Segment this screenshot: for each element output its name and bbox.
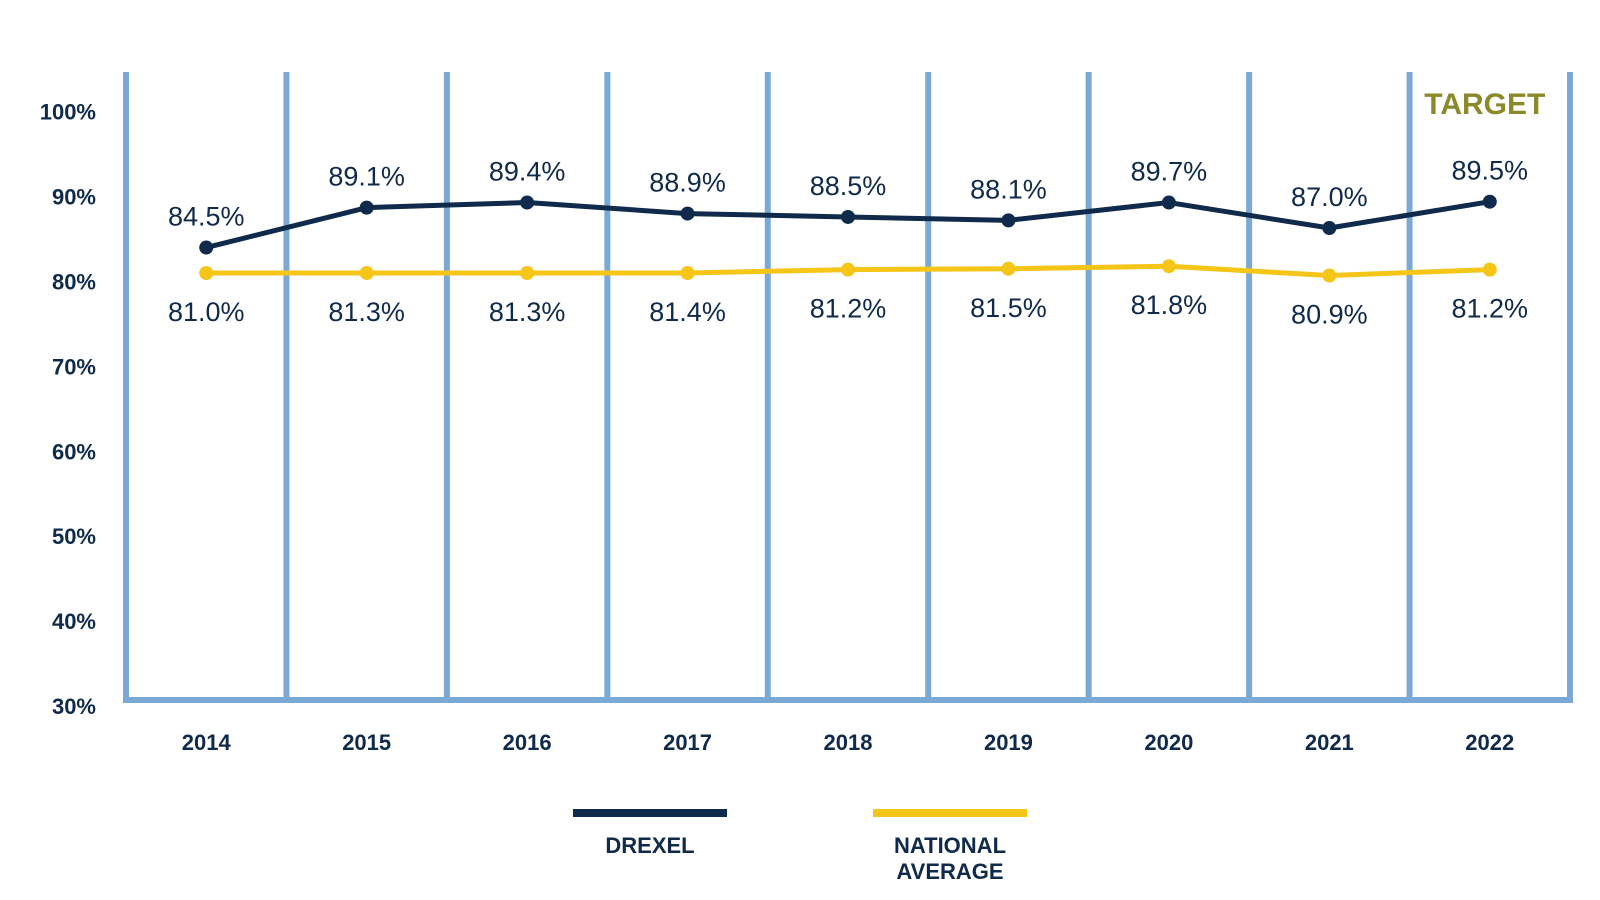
data-label: 80.9% xyxy=(1291,300,1368,330)
y-tick-label: 50% xyxy=(52,524,96,549)
legend-label: NATIONAL xyxy=(894,833,1006,858)
data-point xyxy=(520,195,535,210)
data-label: 87.0% xyxy=(1291,182,1368,212)
y-tick-label: 100% xyxy=(40,100,96,125)
target-annotation: TARGET xyxy=(1424,88,1545,121)
data-point xyxy=(1001,261,1016,276)
data-label: 89.7% xyxy=(1131,157,1208,187)
data-label: 81.2% xyxy=(1451,294,1528,324)
data-label: 81.0% xyxy=(168,297,245,327)
data-label: 81.3% xyxy=(328,297,405,327)
legend-label: DREXEL xyxy=(605,833,694,858)
data-point xyxy=(520,266,535,281)
x-tick-label: 2016 xyxy=(503,730,552,755)
data-label: 88.5% xyxy=(810,171,887,201)
data-point xyxy=(680,206,695,221)
data-point xyxy=(1161,259,1176,274)
data-label: 89.1% xyxy=(328,162,405,192)
data-label: 81.5% xyxy=(970,293,1047,323)
data-point xyxy=(680,266,695,281)
x-tick-label: 2022 xyxy=(1465,730,1514,755)
data-label: 89.4% xyxy=(489,157,566,187)
x-tick-label: 2014 xyxy=(182,730,232,755)
y-tick-label: 90% xyxy=(52,185,96,210)
legend-label: AVERAGE xyxy=(896,859,1003,884)
y-tick-label: 70% xyxy=(52,354,96,379)
data-point xyxy=(199,266,214,281)
data-point xyxy=(199,240,214,255)
x-tick-label: 2015 xyxy=(342,730,391,755)
x-tick-label: 2019 xyxy=(984,730,1033,755)
data-point xyxy=(359,200,374,215)
y-tick-label: 80% xyxy=(52,270,96,295)
data-label: 88.9% xyxy=(649,168,726,198)
data-point xyxy=(1322,268,1337,283)
data-label: 84.5% xyxy=(168,202,245,232)
x-tick-label: 2021 xyxy=(1305,730,1354,755)
data-label: 88.1% xyxy=(970,174,1047,204)
x-tick-label: 2018 xyxy=(824,730,873,755)
y-tick-label: 40% xyxy=(52,609,96,634)
data-point xyxy=(1001,213,1016,228)
y-tick-label: 30% xyxy=(52,694,96,719)
data-point xyxy=(841,262,855,277)
data-label: 81.2% xyxy=(810,294,887,324)
data-label: 81.3% xyxy=(489,297,566,327)
data-label: 81.8% xyxy=(1131,290,1208,320)
data-label: 81.4% xyxy=(649,297,726,327)
y-tick-label: 60% xyxy=(52,439,96,464)
data-label: 89.5% xyxy=(1451,156,1528,186)
data-point xyxy=(1482,262,1497,277)
x-tick-label: 2020 xyxy=(1144,730,1193,755)
data-point xyxy=(1482,194,1497,209)
data-point xyxy=(841,209,855,224)
data-point xyxy=(1161,195,1176,210)
data-point xyxy=(1322,221,1337,236)
data-point xyxy=(359,266,374,281)
x-tick-label: 2017 xyxy=(663,730,712,755)
